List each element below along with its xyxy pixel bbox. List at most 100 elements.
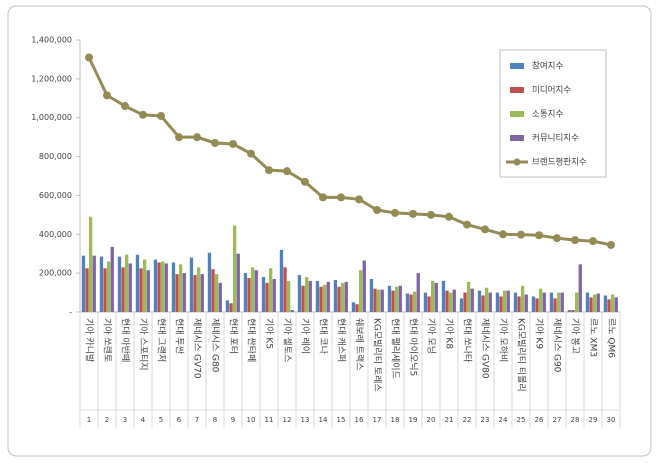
rank-label: 30 [607, 416, 616, 424]
bar [452, 289, 456, 312]
rank-label: 7 [195, 416, 199, 424]
chart-border [7, 5, 652, 457]
line-marker [553, 234, 561, 243]
y-tick-label: - [69, 308, 72, 317]
bar [607, 299, 611, 312]
line-marker [121, 102, 129, 111]
bar [585, 292, 590, 312]
bar [110, 246, 114, 312]
y-tick-label: 1,000,000 [31, 113, 72, 122]
bar [125, 254, 129, 312]
bar [578, 264, 582, 312]
x-tick-label: 제네시스 G90 [552, 318, 563, 373]
bar [531, 296, 536, 312]
line-marker [337, 193, 345, 202]
line-marker [499, 230, 507, 239]
bar [99, 256, 104, 312]
legend-label: 소통지수 [532, 110, 563, 120]
bar [272, 278, 276, 312]
bar [308, 280, 312, 312]
bar [470, 288, 474, 312]
line-marker [445, 212, 453, 221]
x-tick-label: 제네시스 GV70 [192, 318, 203, 379]
x-tick-label: 기아 레이 [300, 318, 311, 354]
rank-label: 4 [141, 416, 146, 424]
bar [315, 280, 320, 312]
bar [92, 255, 96, 312]
bar [175, 274, 179, 312]
bar [243, 273, 248, 312]
bar [89, 216, 93, 312]
bar [463, 292, 467, 312]
x-tick-label: 르노 QM6 [606, 318, 617, 358]
bar [481, 295, 485, 312]
bar [236, 253, 240, 312]
bar [200, 274, 204, 312]
rank-label: 24 [499, 416, 508, 424]
bar [517, 296, 521, 312]
bar [326, 281, 330, 312]
x-tick-label: 현대 코나 [318, 318, 329, 354]
rank-label: 18 [391, 416, 400, 424]
bar [107, 261, 111, 312]
line-marker [427, 210, 435, 219]
rank-label: 20 [427, 416, 436, 424]
bar [373, 288, 377, 312]
line-marker [589, 237, 597, 246]
bar [197, 267, 201, 312]
rank-label: 27 [553, 416, 562, 424]
bar [362, 260, 366, 312]
line-marker [103, 91, 111, 100]
x-tick-label: 현대 팰리세이드 [390, 318, 402, 379]
y-tick-label: 600,000 [39, 191, 72, 200]
x-tick-label: 기아 스포티지 [138, 318, 149, 371]
bar [283, 267, 287, 312]
bar [344, 281, 348, 312]
bar [395, 286, 399, 312]
line-marker [373, 206, 381, 214]
rank-label: 26 [535, 416, 544, 424]
bar [251, 267, 255, 312]
bar [416, 273, 420, 312]
bar [369, 278, 374, 312]
legend-label: 미디어지수 [532, 85, 571, 96]
bar [449, 292, 453, 312]
legend-swatch [510, 135, 524, 141]
x-tick-label: 기아 셀토스 [282, 318, 293, 362]
x-tick-label: 기아 모닝 [426, 318, 437, 354]
line-marker [607, 240, 615, 249]
bar [434, 282, 438, 312]
x-tick-label: 현대 투싼 [174, 318, 185, 354]
bar [524, 294, 528, 312]
bar [171, 262, 176, 312]
x-tick-label: 제네시스 G80 [210, 318, 221, 373]
bar [549, 292, 554, 312]
bar [157, 262, 161, 312]
rank-label: 11 [265, 416, 274, 424]
x-tick-label: 제네시스 GV80 [480, 318, 491, 379]
x-tick-label: 기아 봉고 [570, 318, 581, 354]
bar [225, 300, 230, 312]
bar [81, 255, 86, 312]
rank-label: 3 [123, 416, 127, 424]
bar [477, 290, 482, 312]
line-marker [409, 209, 417, 218]
bar [337, 286, 341, 312]
x-tick-label: 현대 포터 [228, 318, 239, 354]
bar [305, 277, 309, 312]
bar [301, 285, 305, 312]
bar [557, 292, 561, 312]
bar [121, 267, 125, 312]
rank-label: 2 [105, 416, 109, 424]
bar [377, 289, 381, 312]
rank-label: 6 [177, 416, 182, 424]
rank-label: 22 [463, 416, 472, 424]
line-marker [319, 193, 327, 202]
x-tick-label: 쉐보레 트랙스 [354, 318, 365, 371]
bar [128, 263, 132, 312]
legend-label: 커뮤니티지수 [532, 133, 579, 144]
bar [297, 275, 302, 312]
bar [488, 292, 492, 312]
bar [499, 296, 503, 312]
legend-swatch [510, 63, 524, 69]
